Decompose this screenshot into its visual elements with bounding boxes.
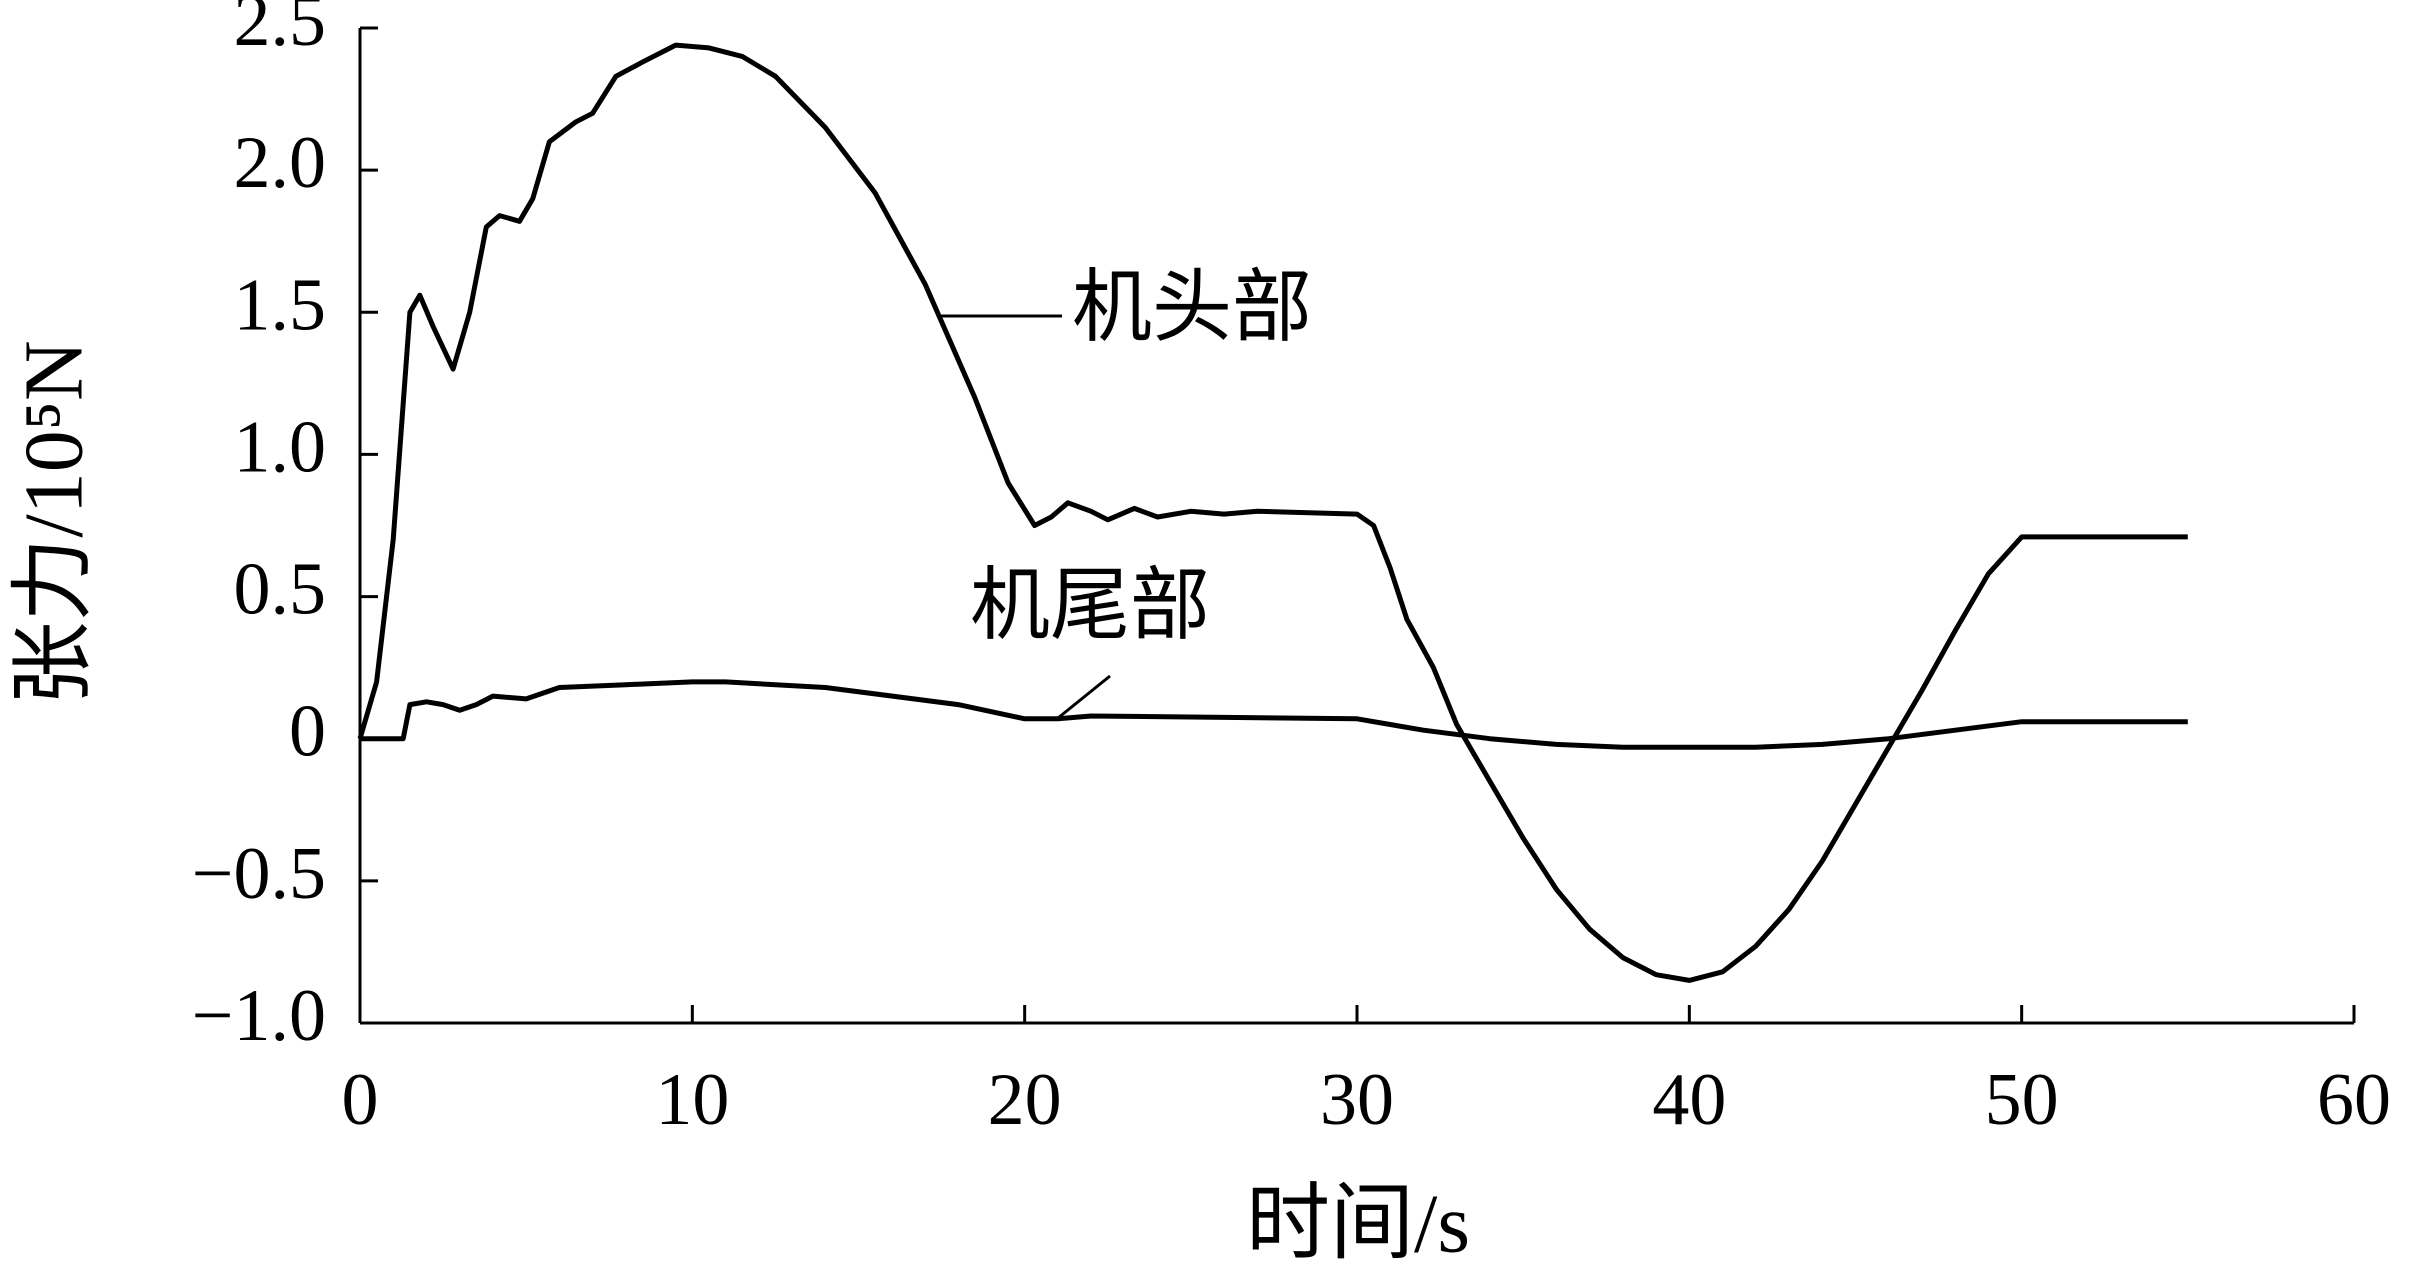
- y-tick-label: 1.0: [234, 406, 327, 488]
- y-tick-label: 0: [289, 691, 326, 773]
- x-tick-label: 40: [1652, 1059, 1726, 1141]
- series-line: [360, 679, 2188, 750]
- series-line: [357, 42, 2188, 983]
- series-label: 机尾部: [970, 562, 1210, 650]
- y-tick-label: 2.0: [234, 122, 327, 204]
- x-tick-label: 20: [988, 1059, 1062, 1141]
- x-tick-label: 10: [655, 1059, 729, 1141]
- series-label: 机头部: [1072, 264, 1312, 352]
- x-tick-label: 30: [1320, 1059, 1394, 1141]
- y-tick-label: 0.5: [234, 549, 327, 631]
- leader-line: [1057, 674, 1111, 720]
- y-tick-label: −0.5: [192, 833, 326, 915]
- y-tick-label: 1.5: [234, 264, 327, 346]
- y-tick-label: −1.0: [192, 975, 326, 1057]
- x-tick-label: 0: [342, 1059, 379, 1141]
- x-tick-label: 60: [2317, 1059, 2391, 1141]
- y-axis-title: 张力/10⁵N: [7, 340, 100, 705]
- x-tick-label: 50: [1985, 1059, 2059, 1141]
- y-tick-label: 2.5: [234, 0, 327, 62]
- x-axis-title: 时间/s: [1246, 1177, 1470, 1270]
